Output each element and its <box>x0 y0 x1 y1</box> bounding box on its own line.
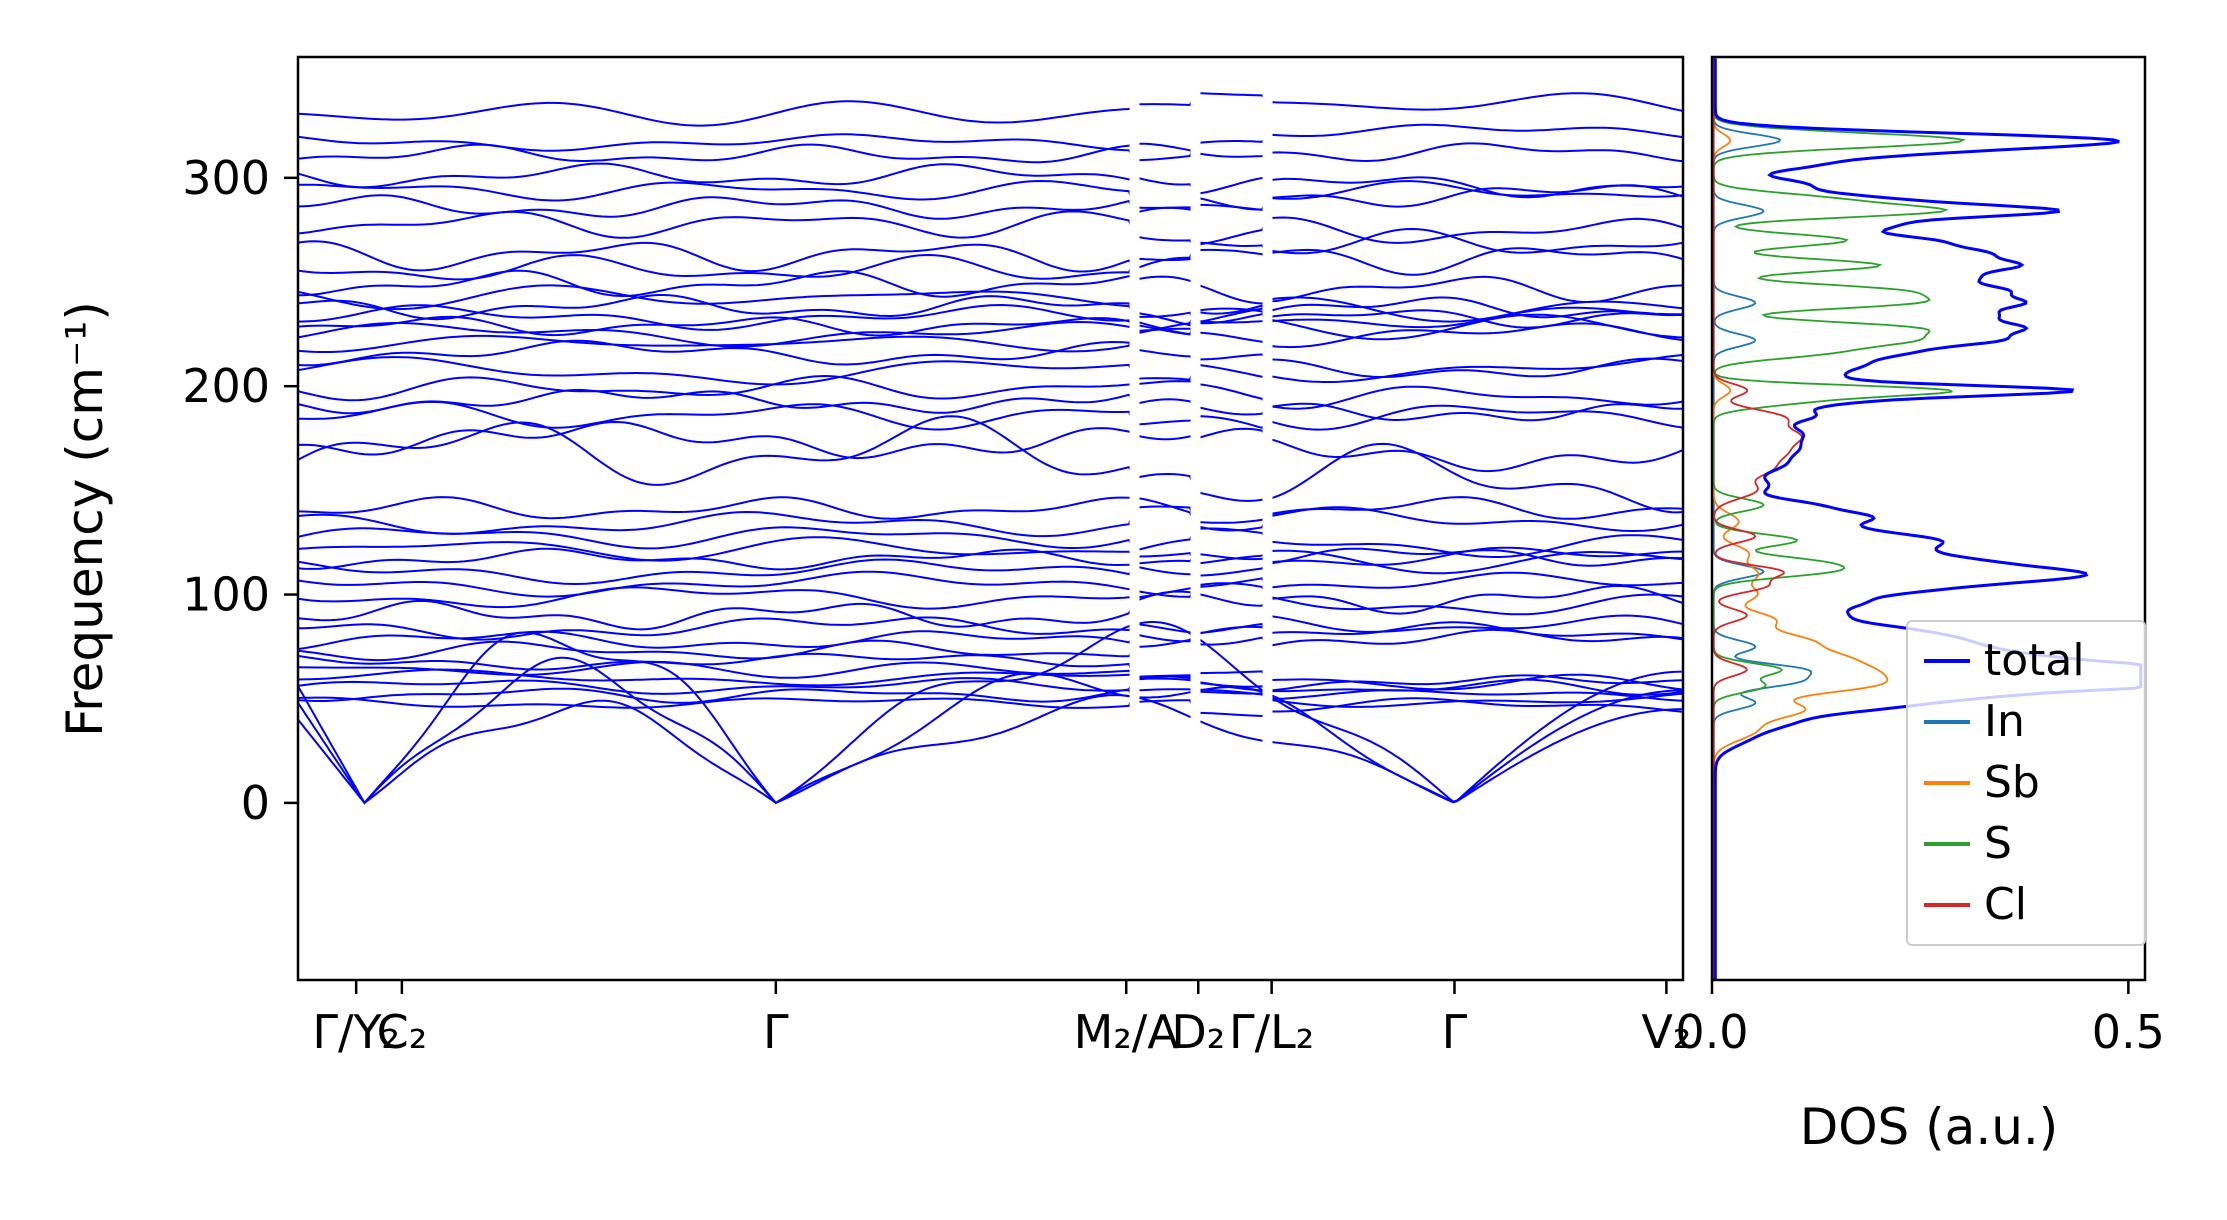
k-point-label: V₂ <box>1641 1005 1691 1059</box>
phonon-band <box>298 303 1683 349</box>
segment-gap <box>1262 59 1273 978</box>
y-tick-label: 200 <box>182 359 270 413</box>
phonon-band <box>298 570 1683 598</box>
phonon-band <box>298 400 1683 431</box>
legend-label-cl: Cl <box>1984 879 2027 930</box>
segment-gap <box>1190 59 1201 978</box>
dos-axis-label: DOS (a.u.) <box>1799 1098 2059 1156</box>
legend-label-in: In <box>1984 696 2025 747</box>
legend-label-total: total <box>1984 635 2085 686</box>
phonon-band <box>298 420 1683 473</box>
phonon-band <box>298 677 1683 718</box>
legend-item-total: total <box>1924 639 2144 683</box>
phonon-band <box>298 269 1683 305</box>
legend-line-total <box>1924 659 1970 663</box>
phonon-band <box>298 668 1683 708</box>
y-tick-label: 300 <box>182 151 270 205</box>
legend-item-cl: Cl <box>1924 883 2144 927</box>
legend-line-sb <box>1924 781 1970 785</box>
phonon-band <box>298 354 1683 386</box>
phonon-band <box>298 496 1683 532</box>
legend-item-in: In <box>1924 700 2144 744</box>
phonon-band <box>298 123 1683 162</box>
phonon-band <box>298 91 1683 127</box>
phonon-band <box>298 415 1683 514</box>
dos-tick-label: 0.5 <box>2092 1005 2165 1059</box>
band-panel-frame <box>296 55 1685 982</box>
k-point-label: Γ/Y₂ <box>312 1005 400 1059</box>
k-point-label: Γ <box>1442 1005 1468 1059</box>
phonon-band <box>298 546 1683 586</box>
phonon-band <box>298 179 1683 211</box>
dos-panel-frame <box>1710 55 2147 982</box>
dos-curves <box>1712 58 2143 980</box>
segment-gap <box>1129 59 1140 978</box>
phonon-band <box>298 240 1683 276</box>
phonon-band <box>298 294 1683 327</box>
phonon-band <box>298 688 1683 709</box>
legend-line-s <box>1924 842 1970 846</box>
phonon-band <box>298 374 1683 410</box>
k-point-label: D₂ <box>1171 1005 1225 1059</box>
phonon-band <box>298 184 1683 220</box>
dos-curve-total <box>1713 58 2143 980</box>
phonon-band <box>298 547 1683 571</box>
band-curves <box>298 91 1683 805</box>
phonon-band <box>298 162 1683 199</box>
phonon-band <box>298 505 1683 538</box>
phonon-band <box>298 307 1683 353</box>
y-axis-label: Frequency (cm⁻¹) <box>56 301 114 737</box>
legend-item-sb: Sb <box>1924 761 2144 805</box>
legend-label-sb: Sb <box>1984 757 2040 808</box>
k-point-label: Γ <box>763 1005 789 1059</box>
phonon-band <box>298 536 1683 575</box>
phonon-band <box>298 660 1683 691</box>
y-tick-label: 0 <box>241 776 270 830</box>
dos-legend: total In Sb S Cl <box>1906 620 2146 946</box>
legend-line-in <box>1924 720 1970 724</box>
phonon-band <box>298 216 1683 281</box>
phonon-band <box>298 284 1683 324</box>
dos-curve-In <box>1712 58 1813 980</box>
phonon-band <box>298 675 1683 704</box>
dos-tick-label: 0.0 <box>1675 1005 1748 1059</box>
y-tick-label: 100 <box>182 568 270 622</box>
legend-label-s: S <box>1984 818 2012 869</box>
phonon-band <box>298 306 1683 348</box>
phonon-band <box>298 142 1683 164</box>
phonon-band <box>298 584 1683 631</box>
acoustic-band <box>298 621 1682 805</box>
k-point-label: C₂ <box>377 1005 428 1059</box>
k-point-label: M₂/A <box>1074 1005 1180 1059</box>
phonon-band <box>298 616 1683 648</box>
phonon-band <box>298 339 1683 378</box>
legend-line-cl <box>1924 903 1970 907</box>
phonon-band <box>298 582 1683 616</box>
legend-item-s: S <box>1924 822 2144 866</box>
dos-curve-Cl <box>1712 58 1803 980</box>
phonon-band <box>298 210 1683 256</box>
phonon-band <box>298 388 1683 422</box>
k-point-label: Γ/L₂ <box>1229 1005 1314 1059</box>
